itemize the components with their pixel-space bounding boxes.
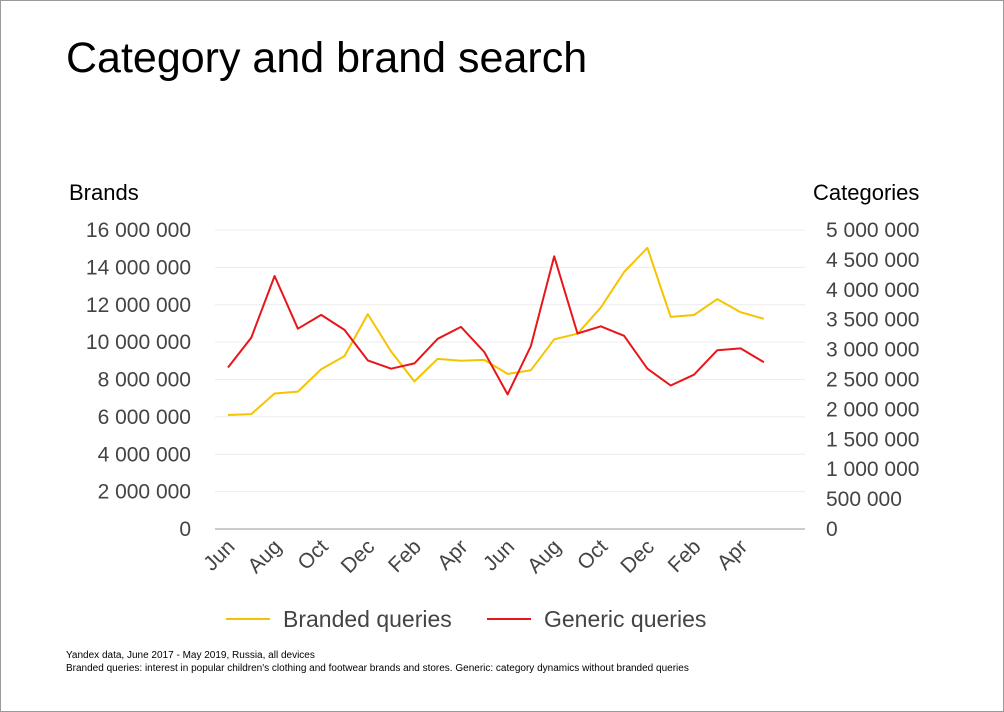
right-y-tick-label: 1 500 000	[826, 428, 919, 451]
legend-label: Generic queries	[544, 606, 706, 632]
right-y-tick-label: 4 000 000	[826, 279, 919, 302]
right-y-tick-label: 5 000 000	[826, 219, 919, 242]
right-y-tick-label: 1 000 000	[826, 458, 919, 481]
x-tick-label: Oct	[293, 535, 332, 574]
x-tick-label: Feb	[664, 535, 706, 577]
right-y-tick-label: 2 500 000	[826, 369, 919, 392]
left-y-tick-label: 16 000 000	[86, 219, 191, 242]
left-y-tick-label: 12 000 000	[86, 294, 191, 317]
right-y-tick-label: 3 000 000	[826, 339, 919, 362]
right-y-tick-label: 0	[826, 518, 838, 541]
left-y-tick-label: 2 000 000	[98, 481, 191, 504]
x-tick-label: Feb	[384, 535, 426, 577]
right-y-tick-label: 500 000	[826, 488, 902, 511]
left-y-tick-label: 0	[179, 518, 191, 541]
footnote-definition: Branded queries: interest in popular chi…	[66, 663, 689, 674]
chart-title: Category and brand search	[66, 34, 588, 82]
x-tick-label: Dec	[337, 535, 380, 578]
x-tick-label: Apr	[433, 535, 472, 574]
x-tick-label: Dec	[616, 535, 659, 578]
x-tick-label: Oct	[573, 535, 612, 574]
left-y-tick-label: 8 000 000	[98, 369, 191, 392]
generic-queries-line	[227, 255, 765, 396]
left-axis-title: Brands	[69, 180, 139, 205]
x-tick-label: Aug	[243, 535, 286, 578]
x-tick-label: Aug	[523, 535, 566, 578]
x-tick-label: Jun	[199, 535, 239, 575]
right-y-tick-label: 4 500 000	[826, 249, 919, 272]
branded-queries-line	[227, 246, 765, 416]
footnote-source: Yandex data, June 2017 - May 2019, Russi…	[66, 650, 315, 661]
left-y-tick-label: 14 000 000	[86, 256, 191, 279]
legend-label: Branded queries	[283, 606, 452, 632]
left-y-tick-label: 6 000 000	[98, 406, 191, 429]
right-y-tick-label: 3 500 000	[826, 309, 919, 332]
left-y-tick-label: 4 000 000	[98, 443, 191, 466]
x-tick-label: Jun	[479, 535, 519, 575]
x-tick-label: Apr	[713, 535, 752, 574]
left-y-tick-label: 10 000 000	[86, 331, 191, 354]
right-axis-title: Categories	[813, 180, 920, 205]
right-y-tick-label: 2 000 000	[826, 398, 919, 421]
